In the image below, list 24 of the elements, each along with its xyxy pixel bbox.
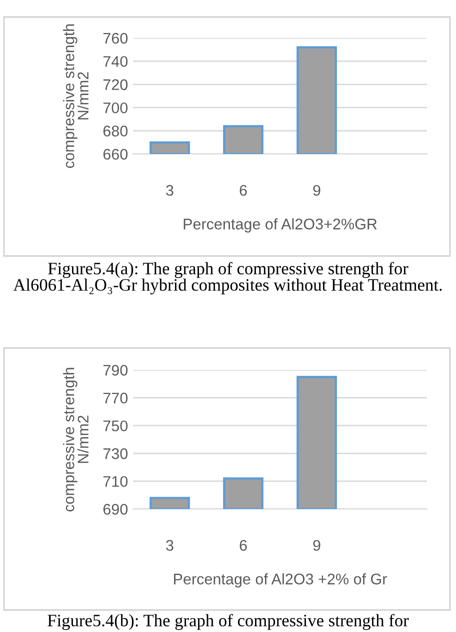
y-tick-label: 700 xyxy=(103,102,128,114)
y-tick-label: 690 xyxy=(103,504,128,515)
y-tick-label: 760 xyxy=(103,32,128,44)
x-tick-label: 6 xyxy=(240,540,247,551)
x-tick-label: 6 xyxy=(240,184,247,196)
y-tick-label: 740 xyxy=(103,56,128,67)
x-tick-label: 9 xyxy=(313,540,320,551)
y-tick-label: 770 xyxy=(103,392,128,404)
x-tick-label: 9 xyxy=(313,184,320,196)
x-tick-label: 3 xyxy=(166,184,174,196)
y-tick-label: 720 xyxy=(103,79,128,90)
y-tick-label: 750 xyxy=(103,420,128,432)
y-axis-title: compressive strength N/mm2 xyxy=(63,368,89,512)
x-tick-label: 3 xyxy=(166,540,174,551)
y-tick-label: 680 xyxy=(103,126,128,136)
y-tick-label: 730 xyxy=(103,448,128,460)
y-tick-label: 710 xyxy=(103,476,128,487)
x-axis-title: Percentage of Al2O3 +2% of Gr xyxy=(174,573,387,588)
caption: Figure5.4(a): The graph of compressive strength for Al6061-Al₂O₃-Gr hybrid composites without Heat Treatment. xyxy=(13,262,442,294)
y-axis-title: compressive strength N/mm2 xyxy=(63,24,89,168)
y-tick-label: 790 xyxy=(103,364,128,376)
x-axis-title: Percentage of Al2O3+2%GR xyxy=(184,218,377,232)
caption: Figure5.4(b): The graph of compressive strength for xyxy=(48,614,409,630)
y-tick-label: 660 xyxy=(103,148,128,160)
